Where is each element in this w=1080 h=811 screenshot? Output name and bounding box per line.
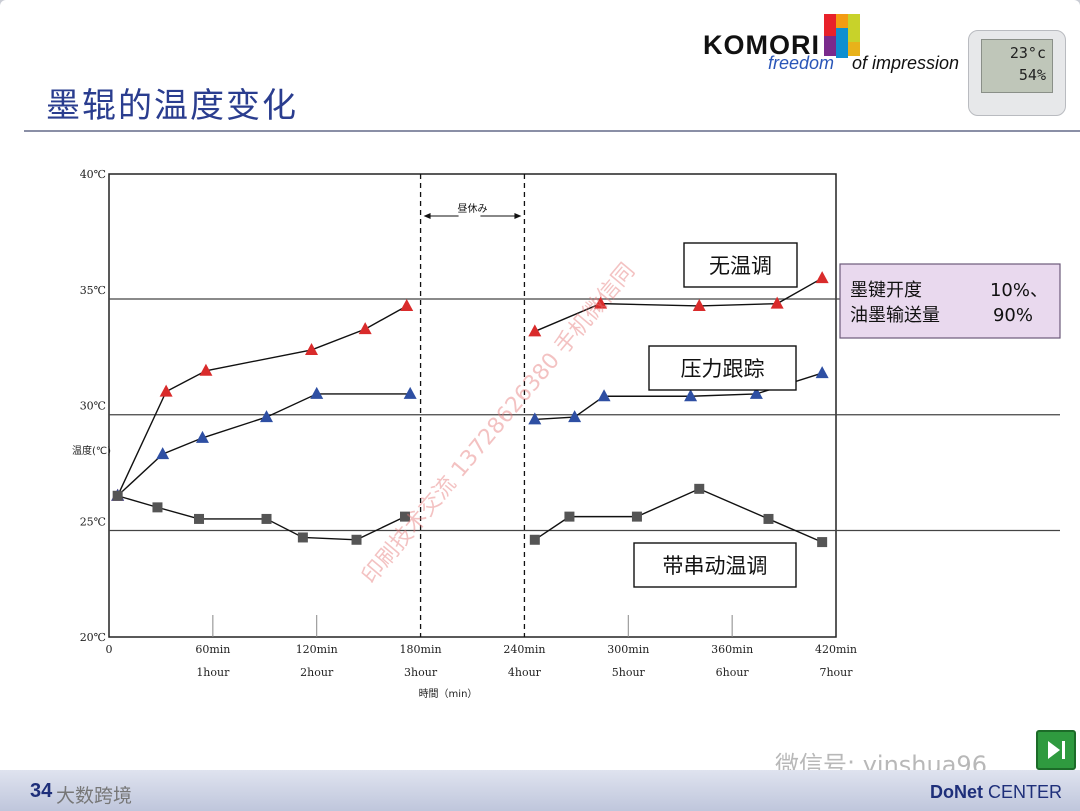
data-point-square: [351, 534, 362, 545]
logo-tagline-2: of impression: [852, 53, 960, 73]
data-point-square: [297, 532, 308, 543]
data-point-triangle: [597, 389, 611, 402]
data-point-square: [817, 537, 828, 548]
logo-text: KOMORI: [703, 30, 820, 60]
footer-left-text: 大数跨境: [56, 785, 133, 807]
data-point-square: [194, 513, 205, 524]
side-note-value-1: 10%、: [990, 280, 1048, 301]
data-point-triangle: [159, 384, 173, 397]
data-point-triangle: [199, 363, 213, 376]
x-tick-sublabel: 1hour: [196, 666, 230, 679]
series-line: [534, 488, 823, 543]
x-axis-label: 時間（min）: [419, 688, 478, 700]
side-note-value-2: 90%: [993, 305, 1033, 326]
series-line: [117, 393, 411, 497]
footer-brand-rest: CENTER: [983, 782, 1063, 802]
thermo-screen: 23°c 54%: [981, 39, 1053, 93]
logo-color-blocks: [824, 14, 860, 58]
slide-title: 墨辊的温度变化: [46, 86, 298, 126]
y-tick-label: 40℃: [80, 168, 106, 181]
footer-bar: [0, 770, 1080, 811]
logo-tagline-1: freedom: [768, 53, 835, 73]
data-point-square: [763, 513, 774, 524]
footer-brand: DoNet CENTER: [930, 782, 1062, 803]
data-point-triangle: [305, 342, 319, 355]
x-tick-sublabel: 2hour: [300, 666, 334, 679]
x-tick-label: 0: [106, 643, 113, 656]
page-number: 34: [30, 780, 53, 802]
temperature-chart: 昼休み 20℃ 25℃ 30℃ 35℃ 40℃ 温度(℃) 0 60min 1hour 120min…: [72, 168, 1061, 700]
thermo-hygrometer-image: 23°c 54%: [968, 30, 1066, 116]
data-point-square: [529, 534, 540, 545]
break-label: 昼休み: [458, 203, 488, 215]
data-point-square: [694, 483, 705, 494]
x-tick-sublabel: 5hour: [612, 666, 646, 679]
x-tick-sublabel: 6hour: [716, 666, 750, 679]
side-note-label-1: 墨键开度: [850, 280, 922, 301]
thermo-humidity: 54%: [1018, 66, 1046, 84]
annotation-box: [648, 345, 797, 391]
data-point-triangle: [568, 410, 582, 423]
data-point-triangle: [195, 430, 209, 443]
annotation-box: [633, 542, 797, 588]
x-tick-label: 120min: [296, 643, 338, 656]
x-tick-label: 360min: [711, 643, 753, 656]
annotation-label: 无温调: [709, 254, 772, 278]
x-tick-label: 420min: [815, 643, 857, 656]
side-note-box: [839, 263, 1061, 339]
data-point-square: [261, 513, 272, 524]
footer-brand-bold: DoNet: [930, 782, 983, 802]
y-tick-label: 20℃: [80, 631, 106, 644]
data-point-triangle: [400, 298, 414, 311]
x-tick-sublabel: 4hour: [508, 666, 542, 679]
y-tick-label: 30℃: [80, 400, 106, 413]
diagonal-watermark: 印刷技术交流 13728626380 手机微信同: [357, 259, 640, 589]
y-tick-label: 25℃: [80, 515, 106, 528]
break-arrowhead-right: [514, 213, 522, 219]
data-point-square: [564, 511, 575, 522]
data-point-triangle: [260, 410, 274, 423]
next-slide-button[interactable]: [1036, 730, 1076, 770]
data-point-triangle: [594, 296, 608, 309]
x-tick-sublabel: 7hour: [819, 666, 853, 679]
data-point-triangle: [156, 447, 170, 460]
data-point-square: [399, 511, 410, 522]
data-point-triangle: [815, 366, 829, 379]
title-divider: [24, 130, 1080, 132]
data-point-triangle: [684, 389, 698, 402]
annotation-label: 压力跟踪: [681, 357, 765, 381]
x-tick-label: 60min: [195, 643, 230, 656]
data-point-triangle: [528, 412, 542, 425]
data-point-triangle: [528, 324, 542, 337]
annotation-label: 带串动温调: [663, 554, 768, 578]
data-point-triangle: [815, 271, 829, 284]
data-point-triangle: [403, 386, 417, 399]
data-point-square: [112, 490, 123, 501]
data-point-triangle: [749, 386, 763, 399]
data-point-square: [631, 511, 642, 522]
data-point-triangle: [770, 296, 784, 309]
side-note-label-2: 油墨输送量: [850, 305, 940, 326]
y-axis-label: 温度(℃): [72, 444, 111, 457]
x-tick-label: 240min: [503, 643, 545, 656]
break-arrowhead-left: [423, 213, 431, 219]
komori-logo: KOMORI freedom of impression: [700, 12, 960, 82]
data-point-triangle: [310, 386, 324, 399]
x-tick-sublabel: 3hour: [404, 666, 438, 679]
annotation-box: [683, 242, 798, 288]
x-tick-label: 300min: [607, 643, 649, 656]
data-point-square: [152, 502, 163, 513]
data-point-triangle: [358, 322, 372, 335]
thermo-temp: 23°c: [1009, 44, 1046, 62]
x-tick-label: 180min: [400, 643, 442, 656]
plot-frame: [108, 173, 837, 638]
y-tick-label: 35℃: [80, 284, 106, 297]
data-point-triangle: [692, 298, 706, 311]
series-line: [117, 305, 408, 497]
